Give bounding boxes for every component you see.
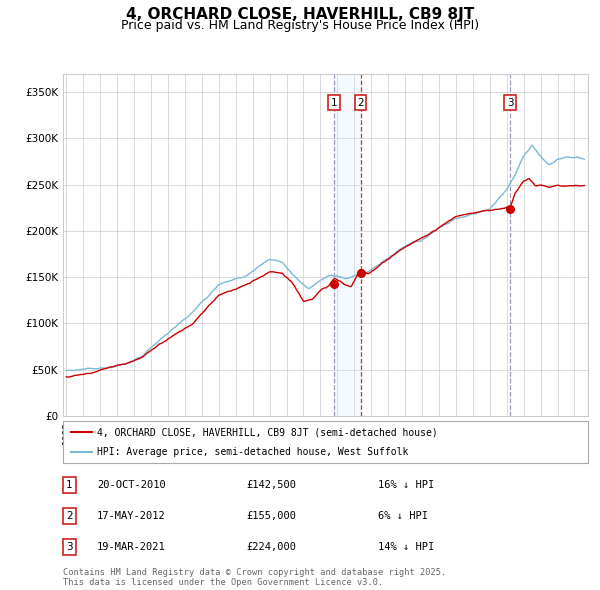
Text: 4, ORCHARD CLOSE, HAVERHILL, CB9 8JT (semi-detached house): 4, ORCHARD CLOSE, HAVERHILL, CB9 8JT (se… xyxy=(97,427,438,437)
Text: 2: 2 xyxy=(66,512,73,521)
Text: Price paid vs. HM Land Registry's House Price Index (HPI): Price paid vs. HM Land Registry's House … xyxy=(121,19,479,32)
Text: HPI: Average price, semi-detached house, West Suffolk: HPI: Average price, semi-detached house,… xyxy=(97,447,409,457)
Text: £142,500: £142,500 xyxy=(247,480,297,490)
Text: Contains HM Land Registry data © Crown copyright and database right 2025.
This d: Contains HM Land Registry data © Crown c… xyxy=(63,568,446,587)
Text: 17-MAY-2012: 17-MAY-2012 xyxy=(97,512,166,521)
Text: 2: 2 xyxy=(357,98,364,108)
Bar xyxy=(334,74,361,416)
Text: 6% ↓ HPI: 6% ↓ HPI xyxy=(378,512,428,521)
Text: 20-OCT-2010: 20-OCT-2010 xyxy=(97,480,166,490)
Text: 1: 1 xyxy=(66,480,73,490)
Text: £155,000: £155,000 xyxy=(247,512,297,521)
Text: 19-MAR-2021: 19-MAR-2021 xyxy=(97,542,166,552)
Text: 1: 1 xyxy=(331,98,337,108)
Text: 3: 3 xyxy=(66,542,73,552)
Text: 3: 3 xyxy=(507,98,514,108)
Text: 14% ↓ HPI: 14% ↓ HPI xyxy=(378,542,434,552)
Text: 4, ORCHARD CLOSE, HAVERHILL, CB9 8JT: 4, ORCHARD CLOSE, HAVERHILL, CB9 8JT xyxy=(126,7,474,22)
Text: 16% ↓ HPI: 16% ↓ HPI xyxy=(378,480,434,490)
Text: £224,000: £224,000 xyxy=(247,542,297,552)
